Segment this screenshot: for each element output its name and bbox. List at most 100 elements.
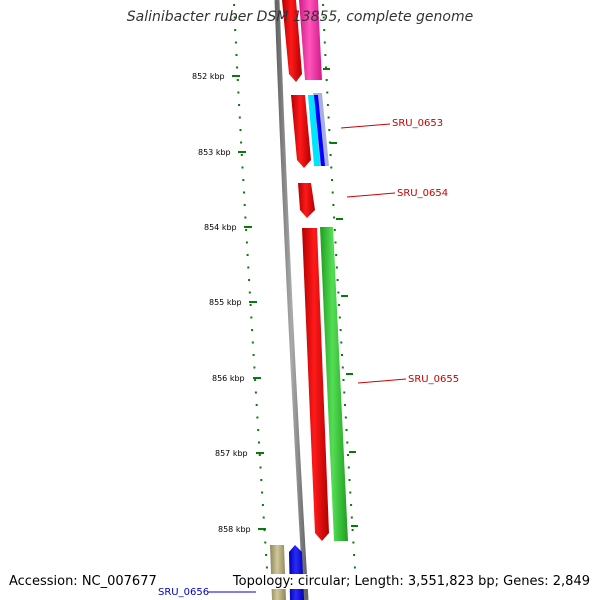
ruler-dot: [347, 466, 350, 469]
ruler-dot: [234, 41, 237, 44]
ruler-dot: [262, 516, 265, 519]
ruler-dot: [258, 441, 260, 444]
ruler-dot: [333, 229, 336, 231]
feature-red-0653: [291, 95, 311, 168]
ruler-dot: [351, 529, 354, 531]
ruler-dot: [331, 179, 333, 181]
ruler-tick-label: 857 kbp: [215, 449, 248, 458]
ruler-dot: [325, 79, 328, 81]
ruler-dot: [236, 79, 239, 81]
ruler-dot: [338, 304, 341, 306]
gene-label-sru-0653[interactable]: SRU_0653: [340, 118, 443, 129]
ruler-dot: [243, 191, 245, 194]
ruler-dot: [322, 16, 325, 19]
ruler-dot: [241, 166, 244, 169]
ruler-dot: [335, 254, 338, 256]
ruler-dot: [251, 341, 254, 344]
ruler-dot: [247, 266, 250, 269]
ruler-dot: [255, 404, 258, 406]
ruler-dot: [349, 491, 352, 494]
ruler-dot: [353, 554, 356, 556]
ruler-dot: [244, 216, 247, 219]
ruler-dots-right: [322, 4, 356, 569]
ruler-dot: [245, 241, 248, 244]
ruler-dot: [338, 316, 341, 319]
gene-label-sru-0654[interactable]: SRU_0654: [346, 188, 448, 199]
ruler-tick-label: 855 kbp: [209, 298, 242, 307]
ruler-dot: [344, 416, 347, 419]
ruler-tick-label: 854 kbp: [204, 223, 237, 232]
gene-label-sru-0655[interactable]: SRU_0655: [357, 374, 459, 385]
feature-cyan: [308, 95, 320, 166]
ruler-dot: [245, 229, 248, 231]
genome-backbone: [274, 0, 309, 600]
ruler-dot: [258, 454, 261, 456]
ruler-dot: [337, 291, 340, 294]
ruler-dot: [265, 566, 268, 569]
feature-red-0655: [302, 228, 329, 541]
ruler-dot: [333, 216, 336, 219]
ruler-dot: [332, 204, 335, 206]
feature-red-0654: [298, 183, 315, 218]
ruler-dot: [352, 541, 355, 544]
ruler-dot: [353, 566, 356, 569]
ruler-dot: [345, 429, 348, 431]
ruler-dot: [254, 379, 257, 381]
ruler-dot: [341, 366, 344, 369]
ruler-dot: [326, 91, 329, 94]
ruler-dot: [249, 304, 252, 306]
ruler-dot: [237, 91, 240, 94]
ruler-dot: [238, 104, 241, 106]
ruler-dot: [329, 154, 332, 156]
ruler-tick-label: 852 kbp: [192, 72, 225, 81]
feature-pink-top: [299, 0, 322, 80]
ruler-dots-left: [233, 4, 268, 569]
ruler-dot: [343, 391, 346, 394]
ruler-dot: [233, 4, 236, 6]
ruler-ticks-right: [323, 68, 358, 527]
ruler-dot: [344, 404, 346, 406]
ruler-dot: [350, 516, 353, 519]
ruler-dot: [347, 454, 349, 456]
ruler-dot: [243, 204, 246, 206]
ruler-dot: [342, 379, 345, 381]
feature-blue-small: [314, 95, 325, 166]
ruler-dot: [236, 66, 239, 69]
ruler-dot: [348, 479, 351, 481]
ruler-dot: [328, 129, 331, 131]
ruler-tick-label: 853 kbp: [198, 148, 231, 157]
ruler-dot: [254, 391, 257, 394]
feature-green-0655: [320, 227, 348, 541]
ruler-dot: [331, 191, 334, 194]
topology-summary: Topology: circular; Length: 3,551,823 bp…: [232, 574, 590, 589]
ruler-dot: [253, 366, 256, 369]
ruler-dot: [261, 491, 264, 494]
ruler-dot: [257, 429, 260, 431]
ruler-dot: [248, 291, 251, 294]
svg-text:SRU_0654: SRU_0654: [397, 188, 448, 199]
ruler-dot: [242, 179, 245, 181]
ruler-dot: [259, 466, 262, 469]
ruler-dot: [238, 116, 241, 119]
ruler-dot: [326, 104, 329, 106]
ruler-dot: [322, 4, 325, 6]
ruler-dot: [261, 504, 264, 506]
feature-red-top: [282, 0, 302, 82]
gene-label-sru-0656[interactable]: SRU_0656: [158, 587, 256, 598]
feature-blue-0656: [289, 545, 304, 600]
ruler-dot: [235, 54, 238, 56]
map-title: Salinibacter ruber DSM 13855, complete g…: [126, 9, 474, 25]
ruler-dot: [246, 254, 249, 256]
ruler-dot: [350, 504, 353, 506]
ruler-dot: [334, 241, 337, 244]
feature-olive: [270, 545, 286, 600]
ruler-dot: [239, 129, 242, 131]
ruler-dot: [240, 141, 243, 144]
ruler-dot: [335, 266, 338, 269]
ruler-dot: [251, 329, 254, 331]
ruler-dot: [330, 166, 333, 169]
ruler-dot: [336, 279, 339, 281]
ruler-ticks: 852 kbp 853 kbp 854 kbp 855 kbp 856 kbp …: [192, 72, 266, 534]
ruler-dot: [265, 554, 268, 556]
